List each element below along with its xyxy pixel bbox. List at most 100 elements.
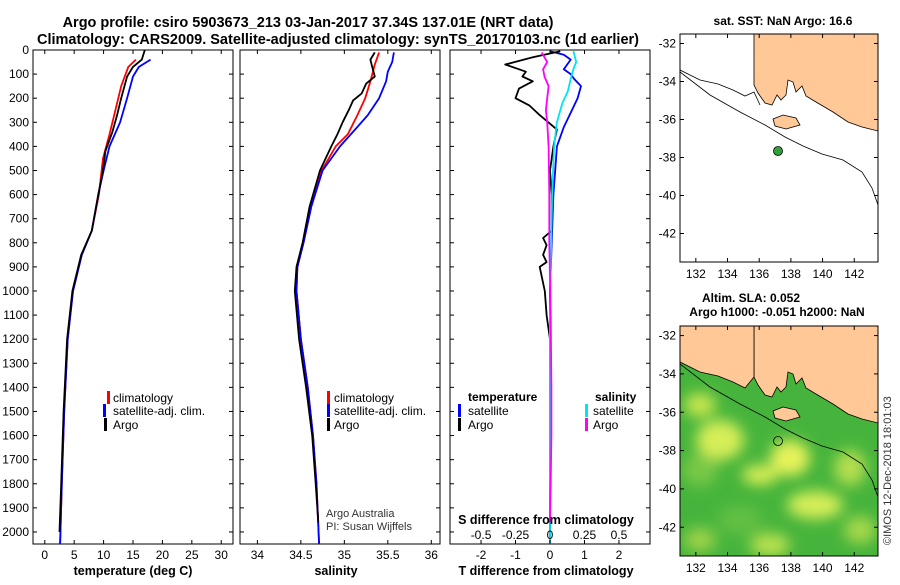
x-tick-label: 25 [185,548,199,562]
legend-swatch-satellite [103,404,106,417]
lat-tick-label: -32 [659,37,677,51]
sla-map-title-line-2: Argo h1000: -0.051 h2000: NaN [689,305,864,319]
lat-tick-label: -34 [659,367,677,381]
legend-swatch-argo [327,418,330,431]
sst-map-land-kangaroo-island [772,114,801,130]
y-tick-label: 0 [22,43,29,57]
lat-tick-label: -38 [659,151,677,165]
sla-map-panel: Altim. SLA: 0.052 Argo h1000: -0.051 h20… [659,291,879,575]
s-tick-label: -0.25 [502,528,530,542]
y-tick-label: 400 [9,139,29,153]
sla-blob [682,454,718,486]
sst-map-coast-west [680,69,761,106]
legend-label-argo: Argo [334,418,360,432]
sla-blob [834,450,866,486]
y-tick-label: 1800 [2,477,29,491]
x-tick-label: 34 [251,548,265,562]
y-tick-label: 100 [9,67,29,81]
lat-tick-label: -40 [659,482,677,496]
legend-swatch-climatology [107,391,110,404]
lon-tick-label: 142 [844,561,864,575]
x-tick-label: 5 [71,548,78,562]
lon-tick-label: 142 [844,267,864,281]
y-tick-label: 800 [9,236,29,250]
sla-map-title-line-1: Altim. SLA: 0.052 [702,291,800,305]
series-line-satellite-adj-clim- [59,58,152,544]
sla-blob [684,528,716,552]
sla-blob [770,440,810,476]
y-tick-label: 600 [9,188,29,202]
legend-swatch-t-satellite [458,404,461,417]
series-line-s-satellite [549,50,578,544]
sla-blob [750,533,790,556]
y-tick-label: 1600 [2,429,29,443]
x-tick-label: 0 [547,548,554,562]
y-tick-label: 200 [9,91,29,105]
sst-map-panel: sat. SST: NaN Argo: 16.6 132 134 136 138 140… [659,14,879,281]
sla-map-coast-west [680,326,755,389]
lon-tick-label: 140 [813,267,833,281]
x-tick-label: -2 [476,548,487,562]
lon-tick-label: 132 [686,561,706,575]
lon-tick-label: 132 [686,267,706,281]
x-tick-label: -1 [510,548,521,562]
title-line-1: Argo profile: csiro 5903673_213 03-Jan-2… [63,15,554,31]
legend-swatch-argo [104,418,107,431]
lat-tick-label: -36 [659,113,677,127]
series-line-argo [293,51,376,523]
lat-tick-label: -42 [659,520,677,534]
y-tick-label: 1700 [2,453,29,467]
x-tick-label: 34.5 [289,548,313,562]
lat-tick-label: -34 [659,75,677,89]
sla-blob [742,465,778,485]
y-tick-label: 900 [9,260,29,274]
x-tick-label: 15 [126,548,140,562]
sla-map-frame [679,325,879,557]
salinity-panel: 34 34.5 35 35.5 36 salinity climatology sate… [239,49,441,578]
y-tick-label: 1900 [2,501,29,515]
legend-label-climatology: climatology [334,391,394,405]
temperature-legend: climatology satellite-adj. clim. Argo [103,391,205,432]
lon-tick-label: 136 [749,267,769,281]
x-tick-label: 20 [156,548,170,562]
lat-tick-label: -38 [659,444,677,458]
sla-map-argo-marker [773,436,783,446]
lat-tick-label: -42 [659,227,677,241]
s-tick-label: 0 [547,528,554,542]
x-tick-label: 36 [425,548,439,562]
sla-map-shelf-contour [680,363,878,498]
sla-blob [718,506,762,534]
lon-tick-label: 136 [749,561,769,575]
series-line-t-argo [504,50,561,530]
salinity-x-label: salinity [314,564,357,578]
series-line-satellite-adj-clim- [295,52,395,544]
legend-swatch-satellite [327,404,330,417]
sla-blob [684,393,716,417]
sst-map-frame [679,33,879,263]
legend-label-satellite: satellite-adj. clim. [113,404,205,418]
series-line-s-argo [540,51,553,523]
x-tick-label: 35.5 [376,548,400,562]
y-tick-label: 1500 [2,404,29,418]
legend-label-s-satellite: satellite [593,404,634,418]
y-tick-label: 500 [9,163,29,177]
lon-tick-label: 138 [781,267,801,281]
lon-tick-label: 140 [813,561,833,575]
lon-tick-label: 134 [718,561,738,575]
y-tick-label: 700 [9,212,29,226]
sst-map-title: sat. SST: NaN Argo: 16.6 [714,14,853,28]
y-tick-label: 1000 [2,284,29,298]
y-tick-label: 1400 [2,380,29,394]
sla-blob [844,516,876,544]
legend-label-argo: Argo [113,418,139,432]
series-line-t-satellite [549,50,582,544]
credit-line-1: Argo Australia [326,508,395,520]
legend-title-salinity: salinity [595,390,637,404]
y-tick-label: 1200 [2,332,29,346]
lat-tick-label: -40 [659,189,677,203]
s-tick-label: 0.25 [573,528,597,542]
sla-map-land [753,326,878,424]
temperature-x-label: temperature (deg C) [74,564,193,578]
s-tick-label: -0.5 [471,528,492,542]
